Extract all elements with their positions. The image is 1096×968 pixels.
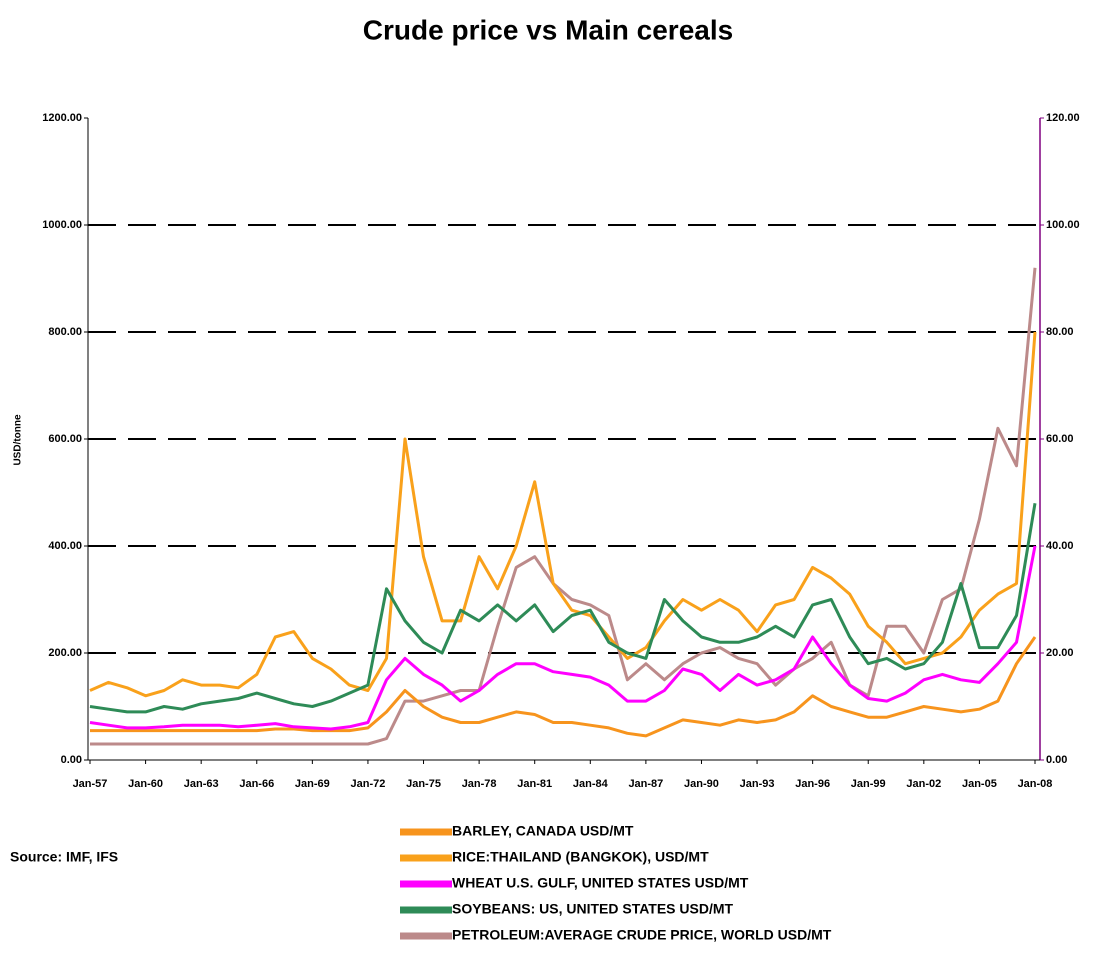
x-tick-label: Jan-72 — [351, 778, 386, 790]
series-line — [89, 502, 1037, 714]
y2-tick-label: 120.00 — [1046, 112, 1080, 124]
legend-label: RICE:THAILAND (BANGKOK), USD/MT — [452, 849, 709, 865]
x-tick-label: Jan-84 — [573, 778, 609, 790]
legend-label: SOYBEANS: US, UNITED STATES USD/MT — [452, 901, 734, 917]
x-tick-label: Jan-93 — [740, 778, 775, 790]
x-tick-label: Jan-99 — [851, 778, 886, 790]
y-tick-label: 1000.00 — [42, 219, 82, 231]
x-tick-label: Jan-05 — [962, 778, 997, 790]
x-tick-label: Jan-63 — [184, 778, 219, 790]
series-line — [90, 636, 1037, 738]
y2-tick-label: 0.00 — [1046, 754, 1067, 766]
series-line — [89, 545, 1037, 731]
x-tick-label: Jan-87 — [628, 778, 663, 790]
y-axis-label: USD/tonne — [13, 414, 24, 466]
y-tick-label: 200.00 — [48, 647, 82, 659]
series-line — [89, 331, 1037, 698]
x-tick-label: Jan-69 — [295, 778, 330, 790]
legend-label: BARLEY, CANADA USD/MT — [452, 823, 634, 839]
y-tick-label: 600.00 — [48, 433, 82, 445]
x-tick-label: Jan-66 — [239, 778, 274, 790]
chart-title: Crude price vs Main cereals — [363, 14, 733, 45]
x-tick-label: Jan-08 — [1018, 778, 1053, 790]
x-tick-label: Jan-02 — [906, 778, 941, 790]
y2-tick-label: 100.00 — [1046, 219, 1080, 231]
x-tick-label: Jan-90 — [684, 778, 719, 790]
x-tick-label: Jan-57 — [73, 778, 108, 790]
x-tick-label: Jan-75 — [406, 778, 441, 790]
y2-tick-label: 60.00 — [1046, 433, 1074, 445]
y2-tick-label: 80.00 — [1046, 326, 1074, 338]
y-tick-label: 400.00 — [48, 540, 82, 552]
y-tick-label: 1200.00 — [42, 112, 82, 124]
y-tick-label: 0.00 — [61, 754, 82, 766]
x-tick-label: Jan-78 — [462, 778, 497, 790]
legend-label: WHEAT U.S. GULF, UNITED STATES USD/MT — [452, 875, 749, 891]
y2-tick-label: 40.00 — [1046, 540, 1074, 552]
source-note: Source: IMF, IFS — [10, 849, 118, 865]
x-tick-label: Jan-81 — [517, 778, 552, 790]
y-tick-label: 800.00 — [48, 326, 82, 338]
x-tick-label: Jan-60 — [128, 778, 163, 790]
x-tick-label: Jan-96 — [795, 778, 830, 790]
y2-tick-label: 20.00 — [1046, 647, 1074, 659]
legend-label: PETROLEUM:AVERAGE CRUDE PRICE, WORLD USD… — [452, 927, 832, 943]
